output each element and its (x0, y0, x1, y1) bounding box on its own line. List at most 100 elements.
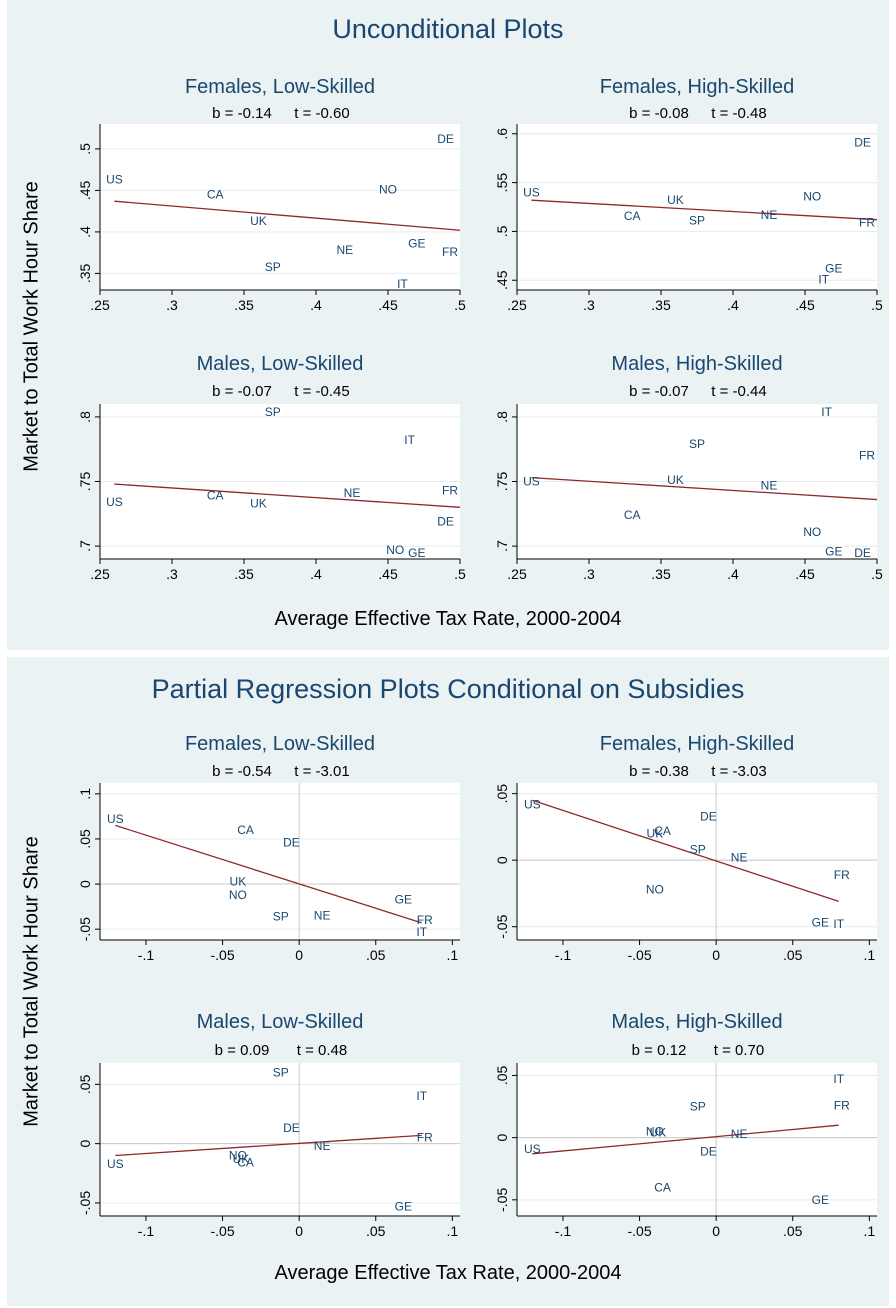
regression-line (115, 824, 422, 924)
y-tick-label: .75 (494, 472, 510, 492)
point-label: SP (689, 437, 705, 451)
point-label: CA (624, 508, 641, 522)
point-label: UK (230, 874, 247, 888)
y-tick-label: .8 (494, 411, 510, 423)
x-tick-label: .25 (90, 297, 110, 313)
x-tick-label: .05 (783, 947, 803, 963)
t-stat-label: t = 0.70 (714, 1042, 764, 1059)
point-label: GE (812, 916, 829, 930)
point-label: NO (229, 888, 247, 902)
point-label: DE (437, 132, 454, 146)
point-label: CA (624, 209, 641, 223)
point-label: DE (437, 515, 454, 529)
x-tick-label: .4 (310, 566, 322, 582)
point-label: CA (207, 489, 224, 503)
x-tick-label: -.1 (138, 947, 155, 963)
y-tick-label: .55 (494, 173, 510, 193)
x-tick-label: -.05 (627, 947, 651, 963)
point-label: FR (834, 868, 850, 882)
y-tick-label: .05 (494, 784, 510, 804)
x-tick-label: .05 (366, 1223, 386, 1239)
x-tick-label: .45 (795, 566, 815, 582)
point-label: DE (854, 546, 871, 560)
plot-area (100, 783, 460, 940)
x-tick-label: .05 (783, 1223, 803, 1239)
point-label: US (107, 812, 124, 826)
coefficient-label: b = -0.38 (629, 763, 689, 780)
regression-line (531, 199, 878, 221)
y-tick-label: 0 (77, 880, 93, 888)
coefficient-label: b = 0.09 (215, 1042, 270, 1059)
point-label: US (106, 173, 123, 187)
x-tick-label: .5 (454, 297, 466, 313)
point-label: SP (689, 214, 705, 228)
point-label: CA (654, 824, 671, 838)
plot-area (517, 783, 877, 940)
y-tick-label: .45 (77, 180, 93, 200)
x-tick-label: .35 (234, 566, 254, 582)
t-stat-label: t = -0.60 (294, 105, 349, 122)
point-label: UK (650, 1126, 667, 1140)
point-label: IT (833, 1072, 844, 1086)
point-label: CA (207, 188, 224, 202)
x-tick-label: -.1 (555, 1223, 572, 1239)
t-stat-label: t = -0.44 (711, 383, 766, 400)
y-tick-label: .7 (77, 540, 93, 552)
x-tick-label: .25 (90, 566, 110, 582)
regression-line (532, 1124, 839, 1155)
regression-line (115, 1134, 422, 1157)
y-tick-label: .75 (77, 472, 93, 492)
t-stat-label: t = -3.01 (294, 763, 349, 780)
x-tick-label: .45 (378, 297, 398, 313)
point-label: NE (314, 909, 331, 923)
point-label: NO (803, 525, 821, 539)
x-tick-label: .1 (863, 1223, 875, 1239)
coefficient-label: b = -0.54 (212, 763, 272, 780)
point-label: DE (854, 136, 871, 150)
y-tick-label: -.05 (494, 914, 510, 938)
regression-line (114, 200, 461, 231)
y-tick-label: .5 (494, 225, 510, 237)
point-label: UK (233, 1152, 250, 1166)
x-tick-label: .45 (795, 297, 815, 313)
point-label: IT (833, 917, 844, 931)
x-tick-label: .5 (871, 566, 883, 582)
subplot-title: Females, High-Skilled (600, 733, 795, 755)
point-label: FR (859, 449, 875, 463)
x-tick-label: -.1 (555, 947, 572, 963)
y-tick-label: .35 (77, 263, 93, 283)
t-stat-label: t = -0.48 (711, 105, 766, 122)
coefficient-label: b = -0.08 (629, 105, 689, 122)
x-tick-label: .35 (234, 297, 254, 313)
point-label: UK (250, 214, 267, 228)
t-stat-label: t = 0.48 (297, 1042, 347, 1059)
x-tick-label: -.05 (627, 1223, 651, 1239)
point-label: GE (812, 1193, 829, 1207)
plot-area (100, 1063, 460, 1216)
point-label: NO (386, 543, 404, 557)
x-tick-label: .5 (454, 566, 466, 582)
x-tick-label: -.05 (210, 1223, 234, 1239)
y-tick-label: .6 (494, 128, 510, 140)
coefficient-label: b = -0.14 (212, 105, 272, 122)
y-tick-label: .8 (77, 411, 93, 423)
point-label: FR (417, 1131, 433, 1145)
coefficient-label: b = -0.07 (212, 383, 272, 400)
x-tick-label: .05 (366, 947, 386, 963)
point-label: US (523, 185, 540, 199)
point-label: NE (761, 208, 778, 222)
x-tick-label: .45 (378, 566, 398, 582)
subplot-title: Females, Low-Skilled (185, 76, 375, 98)
point-label: GE (395, 1200, 412, 1214)
y-tick-label: 0 (494, 1134, 510, 1142)
x-tick-label: .4 (727, 566, 739, 582)
point-label: SP (690, 843, 706, 857)
subplot-title: Males, Low-Skilled (197, 1011, 364, 1033)
x-tick-label: .25 (507, 566, 527, 582)
point-label: IT (416, 1089, 427, 1103)
point-label: DE (283, 1121, 300, 1135)
x-tick-label: .3 (166, 297, 178, 313)
subplot-title: Females, Low-Skilled (185, 733, 375, 755)
y-tick-label: 0 (77, 1140, 93, 1148)
